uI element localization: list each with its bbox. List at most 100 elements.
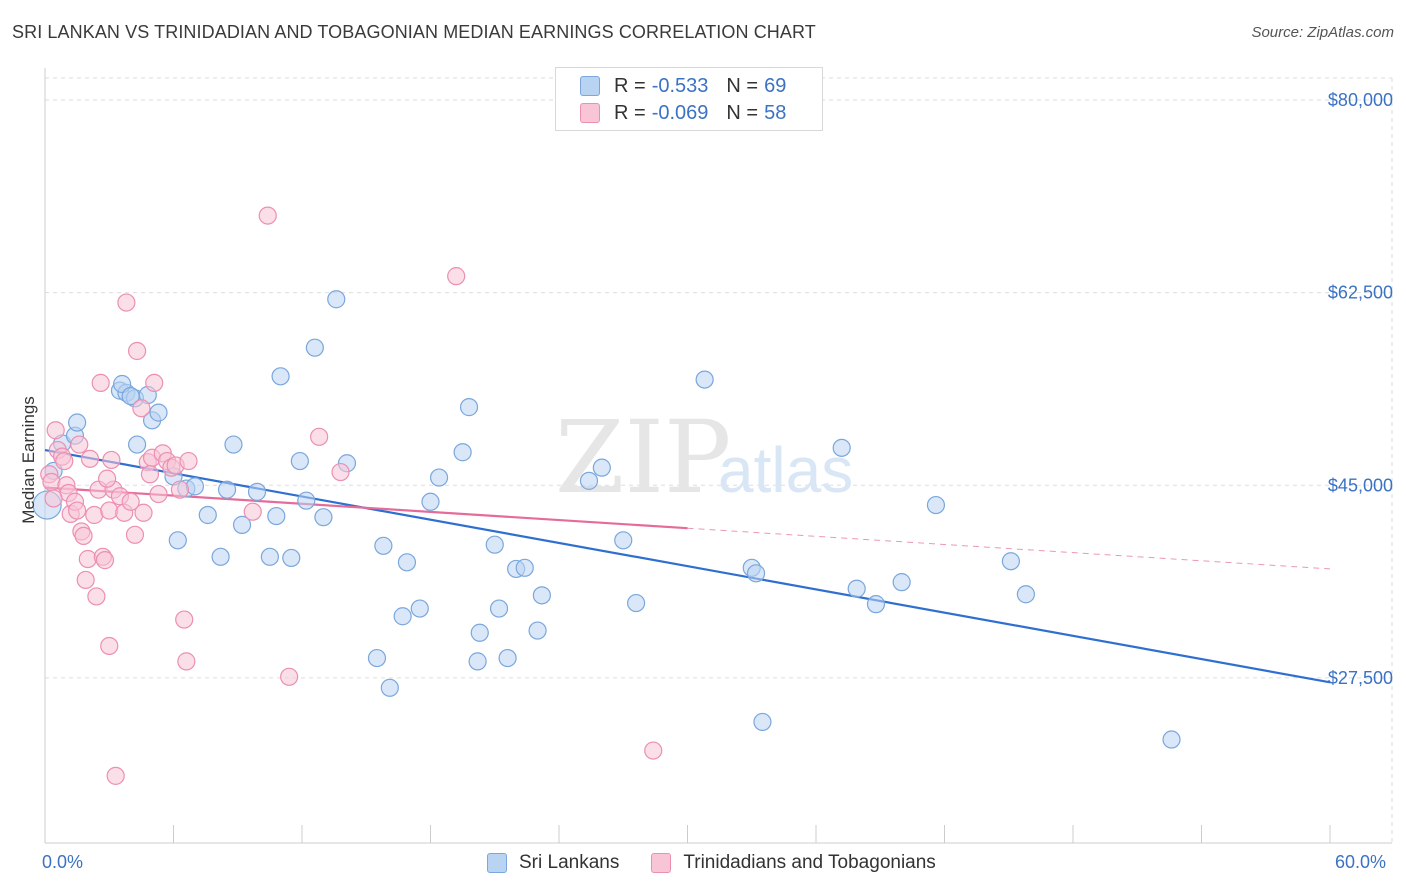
point-sri-lankans <box>297 491 316 510</box>
point-sri-lankans <box>217 480 237 499</box>
x-tick-label-min: 0.0% <box>42 852 84 872</box>
point-trinidadians <box>42 472 61 492</box>
point-trinidadians <box>46 421 65 440</box>
point-sri-lankans <box>485 535 504 554</box>
point-sri-lankans <box>380 678 399 697</box>
point-sri-lankans <box>267 506 286 526</box>
point-trinidadians <box>149 484 168 504</box>
legend-r-value: -0.069 <box>651 101 709 124</box>
point-trinidadians <box>100 501 119 520</box>
y-tick-label: $62,500 <box>1328 283 1393 303</box>
point-trinidadians <box>68 501 87 520</box>
point-sri-lankans <box>327 290 346 309</box>
point-sri-lankans <box>579 471 599 490</box>
point-trinidadians <box>102 450 121 470</box>
point-sri-lankans <box>429 468 449 487</box>
point-sri-lankans <box>271 367 290 386</box>
legend-r-value: -0.533 <box>651 74 709 97</box>
legend-item-trinidadians[interactable]: Trinidadians and Tobagonians <box>651 852 936 874</box>
correlation-legend: R = -0.533 N = 69 R = -0.069 N = 58 <box>555 67 823 131</box>
point-trinidadians <box>117 293 136 312</box>
source-credit: Source: ZipAtlas.com <box>1251 24 1394 41</box>
legend-label-trinidadians: Trinidadians and Tobagonians <box>683 852 936 873</box>
point-trinidadians <box>280 667 299 686</box>
point-trinidadians <box>95 551 115 570</box>
point-sri-lankans <box>1162 730 1181 749</box>
axes <box>44 68 1392 844</box>
point-trinidadians <box>331 462 350 482</box>
point-trinidadians <box>243 502 262 521</box>
point-sri-lankans <box>695 370 714 389</box>
point-sri-lankans <box>528 621 547 640</box>
point-sri-lankans <box>149 403 168 422</box>
point-trinidadians <box>145 373 164 392</box>
legend-swatch-blue <box>487 853 507 873</box>
point-sri-lankans <box>260 547 279 566</box>
point-trinidadians <box>125 525 145 544</box>
point-trinidadians <box>170 480 190 499</box>
trend-line-dashed <box>687 527 1331 570</box>
legend-item-sri-lankans[interactable]: Sri Lankans <box>487 852 619 874</box>
series-legend: Sri Lankans Trinidadians and Tobagonians <box>487 852 968 874</box>
point-trinidadians <box>85 505 104 525</box>
point-sri-lankans <box>866 595 886 614</box>
point-sri-lankans <box>367 648 387 668</box>
point-trinidadians <box>127 341 147 361</box>
point-trinidadians <box>121 492 140 511</box>
point-sri-lankans <box>374 536 393 555</box>
point-sri-lankans <box>290 451 309 471</box>
watermark-atlas: atlas <box>718 434 853 506</box>
legend-row-trinidadians: R = -0.069 N = 58 <box>580 100 786 126</box>
point-sri-lankans <box>282 548 301 568</box>
point-trinidadians <box>91 373 110 392</box>
point-sri-lankans <box>232 515 252 534</box>
point-sri-lankans <box>198 505 217 525</box>
point-trinidadians <box>258 206 277 225</box>
point-trinidadians <box>644 741 663 760</box>
point-sri-lankans <box>515 558 534 577</box>
point-sri-lankans <box>753 712 772 732</box>
chart-title: SRI LANKAN VS TRINIDADIAN AND TOBAGONIAN… <box>12 22 816 42</box>
point-trinidadians <box>140 465 160 484</box>
legend-swatch-pink <box>651 853 672 873</box>
point-sri-lankans <box>614 531 633 550</box>
point-sri-lankans <box>397 553 417 572</box>
point-sri-lankans <box>746 564 766 583</box>
point-sri-lankans <box>468 652 487 671</box>
point-sri-lankans <box>305 338 324 357</box>
point-trinidadians <box>447 267 466 286</box>
point-trinidadians <box>134 503 153 522</box>
point-trinidadians <box>74 526 93 545</box>
legend-n-value: 58 <box>764 101 787 124</box>
point-sri-lankans <box>626 593 646 613</box>
point-sri-lankans <box>498 648 517 668</box>
point-sri-lankans <box>926 495 946 515</box>
y-tick-label: $80,000 <box>1328 90 1393 110</box>
legend-r-label: R = <box>614 74 646 97</box>
point-trinidadians <box>70 435 89 454</box>
point-trinidadians <box>179 451 198 471</box>
watermark-zip: ZIP <box>555 399 731 516</box>
y-tick-labels: $27,500 $45,000 $62,500 $80,000 <box>1328 90 1393 688</box>
point-sri-lankans <box>1016 585 1035 604</box>
point-sri-lankans <box>127 435 147 454</box>
x-tick-label-max: 60.0% <box>1335 852 1387 872</box>
point-trinidadians <box>98 469 117 488</box>
point-trinidadians <box>106 766 125 785</box>
point-sri-lankans <box>832 438 851 457</box>
point-sri-lankans <box>224 435 243 454</box>
point-trinidadians <box>175 610 194 629</box>
legend-row-sri-lankans: R = -0.533 N = 69 <box>580 73 786 99</box>
legend-swatch-blue <box>580 76 600 96</box>
legend-r-label: R = <box>614 101 646 124</box>
point-sri-lankans <box>1001 552 1020 571</box>
point-trinidadians <box>55 451 74 471</box>
point-sri-lankans <box>470 623 489 642</box>
point-trinidadians <box>76 570 95 590</box>
point-sri-lankans <box>314 508 333 527</box>
point-trinidadians <box>100 636 119 656</box>
point-trinidadians <box>78 549 97 569</box>
legend-n-label: N = <box>726 101 759 124</box>
point-sri-lankans <box>847 579 866 598</box>
